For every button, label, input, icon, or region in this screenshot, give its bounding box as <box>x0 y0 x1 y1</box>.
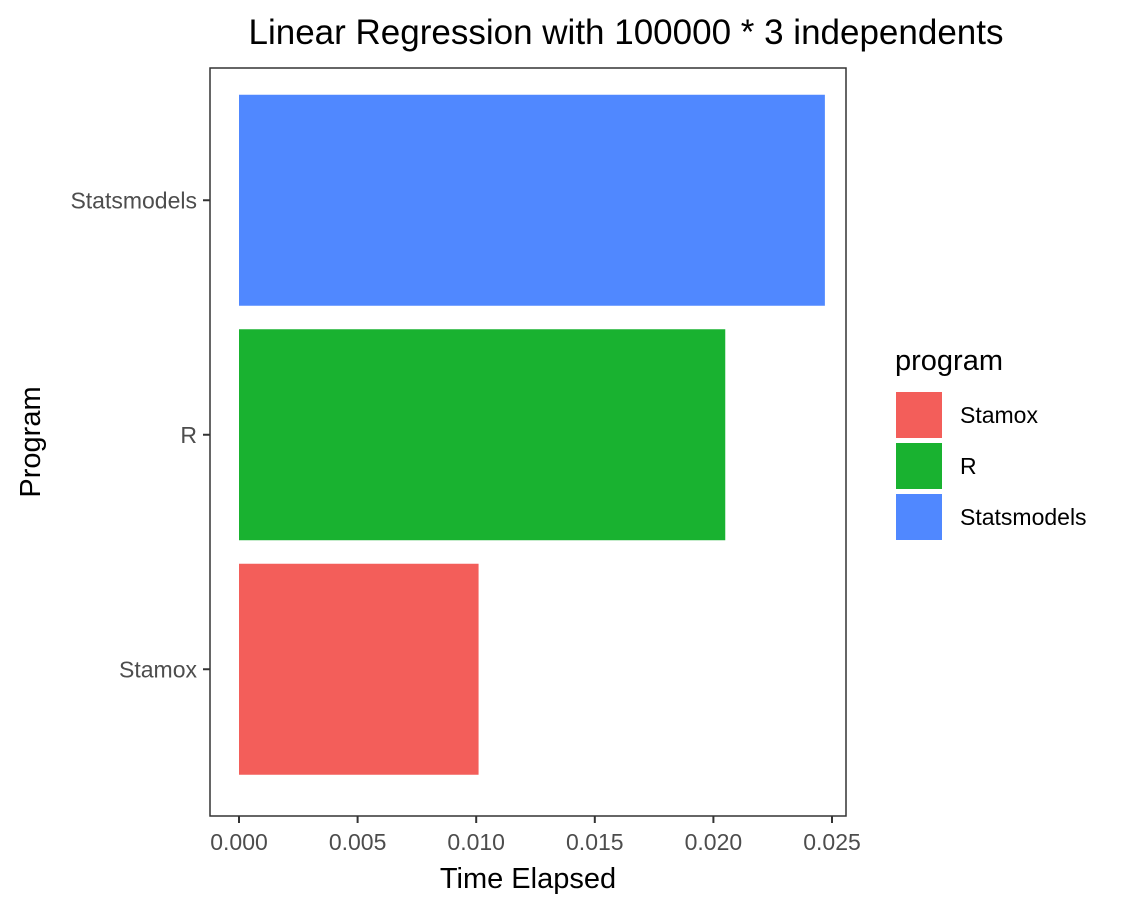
legend-title: program <box>895 345 1003 377</box>
y-axis: Stamox R Statsmodels <box>70 187 210 682</box>
bars-layer <box>239 94 825 775</box>
x-tick-label: 0.005 <box>329 829 387 855</box>
x-tick-label: 0.000 <box>210 829 268 855</box>
legend: program Stamox R Statsmodels <box>895 345 1087 540</box>
legend-label: R <box>960 453 977 479</box>
legend-key-r <box>896 443 942 489</box>
plot-panel-border <box>209 67 847 817</box>
x-tick-label: 0.015 <box>566 829 624 855</box>
legend-label: Stamox <box>960 402 1038 428</box>
x-axis: 0.000 0.005 0.010 0.015 0.020 0.025 <box>210 816 861 855</box>
legend-label: Statsmodels <box>960 504 1087 530</box>
x-tick-label: 0.010 <box>447 829 505 855</box>
y-tick-label: Stamox <box>119 656 197 682</box>
chart-title: Linear Regression with 100000 * 3 indepe… <box>249 13 1004 52</box>
x-tick-label: 0.020 <box>685 829 743 855</box>
x-axis-title: Time Elapsed <box>440 863 616 895</box>
bar-statsmodels <box>239 94 825 306</box>
y-tick-label: Statsmodels <box>70 187 197 213</box>
x-tick-label: 0.025 <box>803 829 861 855</box>
legend-items: Stamox R Statsmodels <box>896 392 1087 540</box>
legend-key-statsmodels <box>896 494 942 540</box>
bar-stamox <box>239 563 479 775</box>
bar-r <box>239 329 726 541</box>
legend-key-stamox <box>896 392 942 438</box>
y-axis-title: Program <box>15 386 47 497</box>
y-tick-label: R <box>180 422 197 448</box>
